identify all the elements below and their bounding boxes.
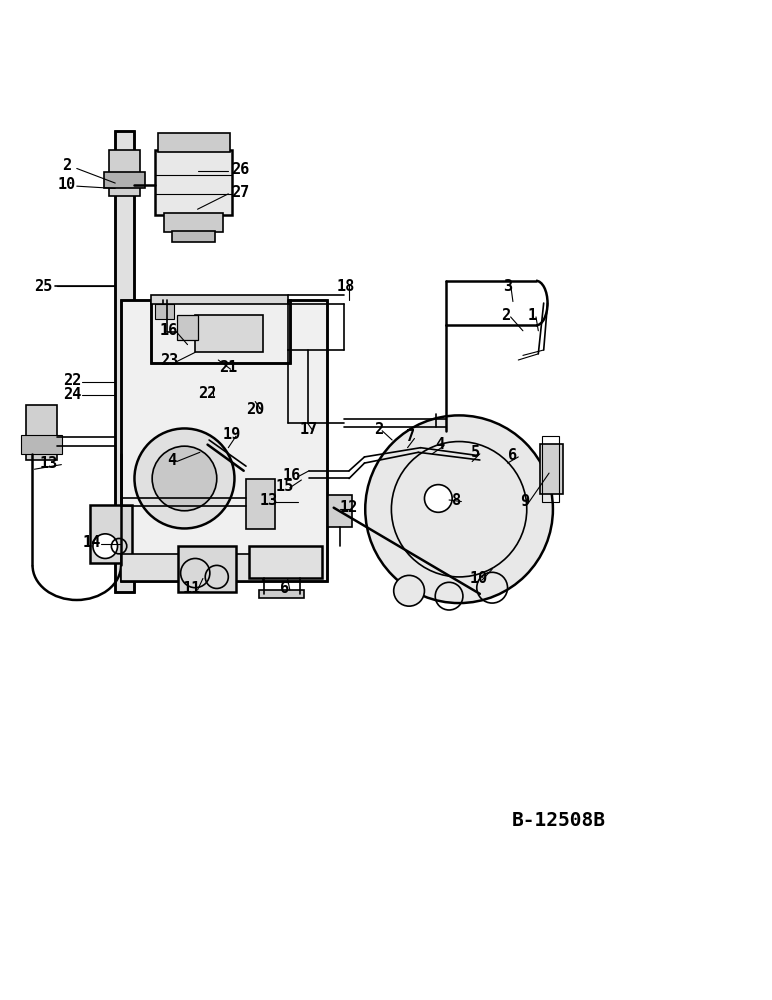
Bar xyxy=(115,131,134,592)
Text: 26: 26 xyxy=(231,162,249,177)
Circle shape xyxy=(425,485,452,512)
Bar xyxy=(327,495,352,527)
Text: 19: 19 xyxy=(223,427,242,442)
Bar xyxy=(120,300,327,581)
Text: 12: 12 xyxy=(340,500,358,515)
Bar xyxy=(540,444,563,494)
Bar xyxy=(151,300,290,363)
Bar xyxy=(246,479,276,529)
Circle shape xyxy=(134,428,235,528)
Bar xyxy=(120,554,263,581)
Bar xyxy=(172,231,215,242)
Text: 23: 23 xyxy=(160,353,178,368)
Text: 22: 22 xyxy=(63,373,81,388)
Text: 14: 14 xyxy=(83,535,101,550)
Bar xyxy=(249,546,322,578)
Text: 4: 4 xyxy=(168,453,177,468)
Text: 16: 16 xyxy=(160,323,178,338)
Text: 3: 3 xyxy=(503,279,512,294)
Text: 7: 7 xyxy=(406,429,415,444)
Bar xyxy=(115,131,134,592)
Bar xyxy=(178,546,236,592)
Text: 2: 2 xyxy=(501,308,510,323)
Bar xyxy=(90,505,132,563)
Text: 6: 6 xyxy=(508,448,517,463)
Text: 21: 21 xyxy=(219,360,238,375)
Bar xyxy=(157,133,230,152)
Text: 10: 10 xyxy=(58,177,76,192)
Text: B-12508B: B-12508B xyxy=(512,811,606,830)
Text: 1: 1 xyxy=(527,308,537,323)
Bar xyxy=(177,315,198,340)
Bar xyxy=(155,150,232,215)
Bar xyxy=(151,300,290,363)
Text: 10: 10 xyxy=(469,571,487,586)
Text: 2: 2 xyxy=(374,422,383,437)
Text: 17: 17 xyxy=(300,422,318,437)
Circle shape xyxy=(152,446,217,511)
Bar xyxy=(22,435,63,454)
Text: 15: 15 xyxy=(276,479,293,494)
Text: 18: 18 xyxy=(337,279,355,294)
Text: 24: 24 xyxy=(63,387,81,402)
Text: 6: 6 xyxy=(280,581,289,596)
Text: 27: 27 xyxy=(231,185,249,200)
Text: 13: 13 xyxy=(40,456,58,471)
Text: 2: 2 xyxy=(63,158,71,173)
Bar xyxy=(26,405,57,460)
Text: 4: 4 xyxy=(435,437,445,452)
Text: 20: 20 xyxy=(246,402,264,417)
Text: 8: 8 xyxy=(452,493,462,508)
Circle shape xyxy=(394,575,425,606)
Text: 11: 11 xyxy=(183,581,201,596)
Text: 13: 13 xyxy=(260,493,278,508)
Bar xyxy=(164,213,223,232)
Text: 5: 5 xyxy=(471,445,479,460)
Bar xyxy=(259,590,303,598)
Text: 9: 9 xyxy=(520,494,529,509)
Bar xyxy=(109,150,140,196)
Bar xyxy=(103,172,145,188)
Bar xyxy=(195,315,263,352)
Text: 25: 25 xyxy=(35,279,52,294)
Bar xyxy=(151,295,288,304)
Bar xyxy=(120,300,327,581)
Bar xyxy=(155,304,174,319)
Bar xyxy=(542,436,559,502)
Circle shape xyxy=(93,534,117,558)
Text: 22: 22 xyxy=(198,386,217,401)
Circle shape xyxy=(365,415,553,603)
Text: 16: 16 xyxy=(283,468,301,483)
